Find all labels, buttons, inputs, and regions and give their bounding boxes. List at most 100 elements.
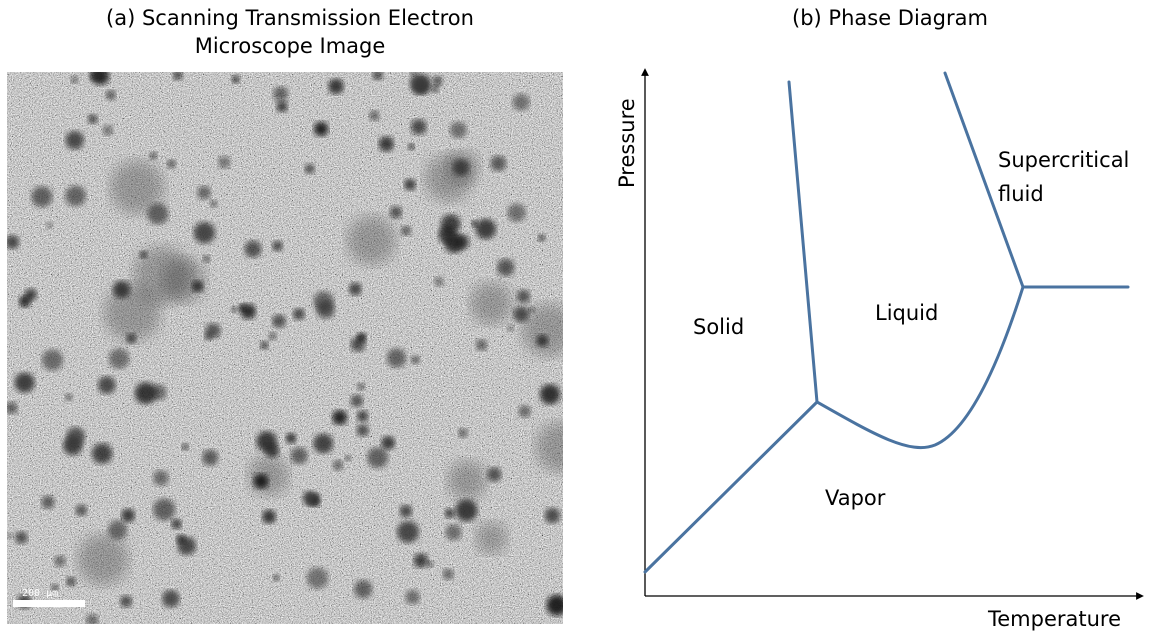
- stem-particle: [260, 341, 269, 350]
- stem-particle: [167, 159, 176, 169]
- stem-particle: [203, 255, 211, 263]
- stem-particle: [452, 159, 470, 176]
- stem-particle: [405, 589, 420, 605]
- stem-particle: [411, 355, 420, 365]
- stem-particle: [344, 454, 352, 462]
- stem-particle: [65, 393, 73, 401]
- stem-particle: [507, 203, 526, 222]
- stem-particle: [409, 73, 430, 94]
- melting-curve: [787, 80, 819, 404]
- stem-particle: [348, 282, 362, 296]
- region-label-supercritical-line-1: Supercritical: [998, 148, 1129, 172]
- stem-particle: [497, 258, 515, 277]
- stem-particle: [539, 384, 561, 405]
- stem-particle: [54, 555, 66, 567]
- stem-particle: [397, 521, 419, 543]
- stem-particle: [108, 520, 128, 540]
- stem-particle: [455, 499, 478, 522]
- stem-particle: [126, 333, 137, 344]
- stem-particle: [546, 594, 563, 616]
- stem-particle: [332, 460, 344, 471]
- stem-particle: [262, 509, 276, 524]
- stem-particle: [381, 436, 396, 450]
- stem-particle: [31, 186, 53, 208]
- stem-particle: [210, 200, 218, 208]
- stem-haze: [447, 460, 487, 500]
- stem-particle: [458, 428, 468, 438]
- stem-particle: [440, 214, 461, 234]
- stem-particle: [413, 553, 429, 568]
- stem-particle: [404, 178, 416, 191]
- stem-particles: [7, 72, 563, 624]
- stem-haze: [521, 304, 563, 357]
- stem-particle: [191, 280, 204, 293]
- stem-particle: [316, 300, 335, 319]
- stem-particle: [172, 72, 183, 81]
- stem-particle: [162, 590, 180, 608]
- stem-particle: [7, 401, 18, 415]
- stem-particle: [7, 235, 20, 250]
- stem-particle: [537, 234, 546, 242]
- stem-particle: [18, 295, 31, 308]
- stem-particle: [66, 576, 76, 587]
- stem-particle: [272, 240, 283, 252]
- stem-particle: [218, 156, 231, 169]
- vaporization-curve: [815, 285, 1025, 450]
- stem-particle: [367, 447, 388, 468]
- stem-particle: [150, 384, 167, 401]
- stem-particle: [272, 574, 280, 582]
- stem-particle: [273, 86, 289, 102]
- stem-particle: [410, 72, 417, 76]
- stem-particle: [120, 595, 133, 608]
- stem-particle: [357, 382, 365, 391]
- stem-particle: [98, 376, 116, 394]
- stem-particle: [432, 76, 443, 87]
- scale-bar-label: 200 μm: [22, 588, 58, 599]
- stem-particle: [65, 131, 84, 150]
- stem-particle: [14, 372, 35, 393]
- stem-particle: [302, 490, 318, 506]
- stem-particle: [42, 349, 63, 371]
- stem-particle: [253, 473, 269, 489]
- stem-particle: [268, 332, 277, 341]
- stem-particle: [354, 580, 373, 599]
- stem-particle: [181, 443, 189, 451]
- stem-particle: [378, 136, 394, 152]
- stem-particle: [108, 348, 130, 369]
- stem-particle: [306, 567, 329, 589]
- stem-particle: [442, 568, 454, 580]
- sublimation-curve: [643, 400, 819, 574]
- stem-particle: [507, 325, 515, 332]
- stem-haze: [110, 160, 164, 214]
- stem-haze: [535, 422, 563, 472]
- stem-particle: [513, 306, 530, 323]
- stem-particle: [205, 323, 221, 339]
- stem-particle: [149, 152, 157, 160]
- stem-particle: [244, 240, 262, 258]
- stem-particle: [272, 314, 286, 328]
- stem-particle: [332, 410, 348, 425]
- stem-particle: [193, 222, 216, 244]
- stem-particle: [102, 125, 114, 136]
- stem-particle: [357, 410, 369, 422]
- stem-particle: [372, 72, 384, 81]
- region-label-liquid: Liquid: [875, 301, 938, 325]
- stem-title-line-1: (a) Scanning Transmission Electron: [106, 6, 474, 30]
- stem-particle: [92, 443, 113, 464]
- stem-particle: [51, 584, 59, 592]
- stem-particle: [41, 495, 55, 509]
- stem-particle: [475, 218, 496, 240]
- stem-particle: [512, 93, 530, 111]
- y-axis-label: Pressure: [615, 98, 639, 188]
- stem-particle: [139, 250, 148, 259]
- stem-particle: [528, 306, 536, 313]
- stem-particle: [328, 78, 344, 94]
- stem-particle: [434, 276, 444, 287]
- stem-image-title: (a) Scanning Transmission Electron Micro…: [20, 4, 560, 60]
- stem-particle: [293, 308, 305, 320]
- stem-particle: [444, 508, 455, 519]
- stem-particle: [238, 304, 246, 312]
- stem-particle: [75, 504, 88, 517]
- stem-particle: [197, 185, 211, 200]
- stem-particle: [389, 206, 403, 219]
